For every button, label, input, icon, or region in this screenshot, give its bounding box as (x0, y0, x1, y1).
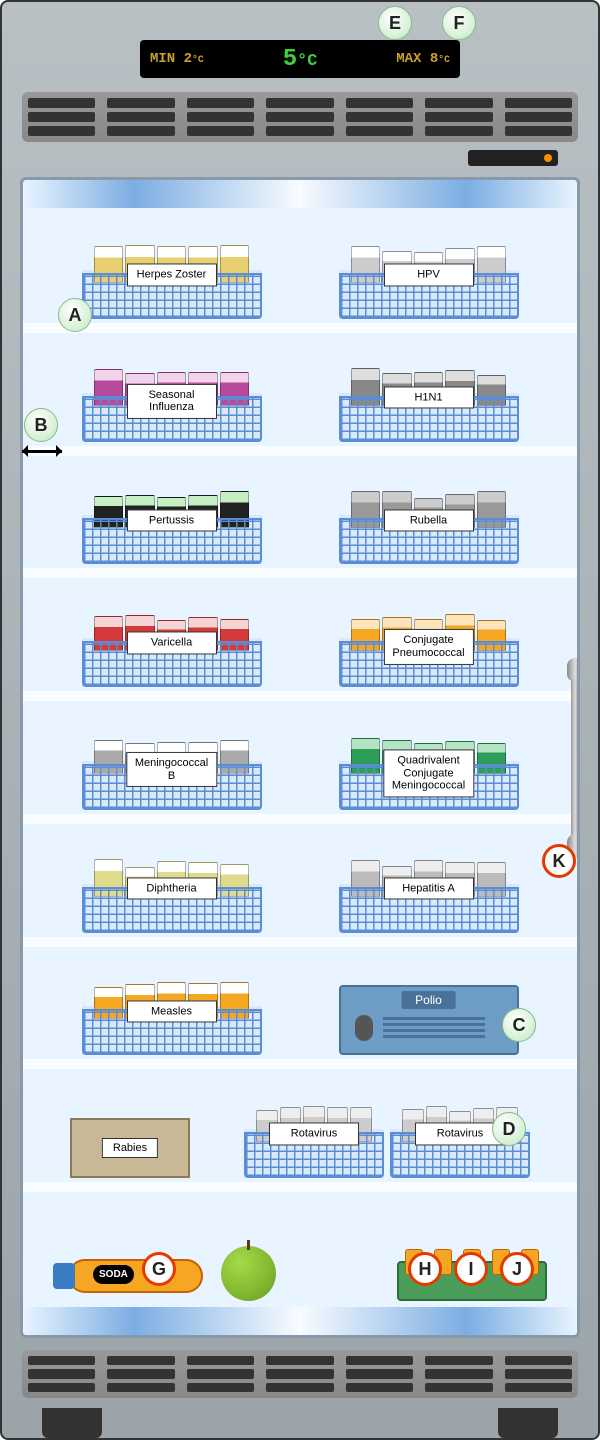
temperature-display: MIN 2°C 5°C MAX 8°C (140, 40, 460, 78)
basket-label: HPV (384, 263, 474, 286)
shelf: Meningococcal B Quadrivalent Conjugate Me… (23, 701, 577, 824)
vaccine-basket: Quadrivalent Conjugate Meningococcal (339, 728, 519, 810)
callout-g: G (142, 1252, 176, 1286)
callout-c: C (502, 1008, 536, 1042)
callout-b: B (24, 408, 58, 442)
shelves-container: Herpes Zoster HPV Seasonal Influenza H1N1 Pe… (23, 210, 577, 1305)
bottom-vents (22, 1350, 578, 1398)
max-temp: MAX 8°C (396, 51, 450, 67)
callout-f: F (442, 6, 476, 40)
shelf: SODA (23, 1192, 577, 1305)
top-vents (22, 92, 578, 142)
rabies-box: Rabies (70, 1118, 190, 1178)
shelf: Herpes Zoster HPV (23, 210, 577, 333)
soda-bottle: SODA (53, 1251, 203, 1301)
callout-h: H (408, 1252, 442, 1286)
basket-label: Quadrivalent Conjugate Meningococcal (383, 749, 474, 797)
shelf: Measles Polio (23, 947, 577, 1070)
fridge-door: Herpes Zoster HPV Seasonal Influenza H1N1 Pe… (20, 177, 580, 1338)
vaccine-basket: Herpes Zoster (82, 237, 262, 319)
fridge-feet (42, 1408, 558, 1438)
callout-i: I (454, 1252, 488, 1286)
basket-label: Conjugate Pneumococcal (383, 629, 473, 664)
basket-label: Herpes Zoster (127, 263, 217, 286)
vaccine-basket: HPV (339, 237, 519, 319)
basket-label: H1N1 (384, 386, 474, 409)
vaccine-basket: H1N1 (339, 360, 519, 442)
callout-j: J (500, 1252, 534, 1286)
vaccine-basket: Rotavirus (244, 1096, 384, 1178)
callout-a: A (58, 298, 92, 332)
vaccine-basket: Rubella (339, 482, 519, 564)
basket-label: Rubella (384, 509, 474, 532)
shelf: Varicella Conjugate Pneumococcal (23, 578, 577, 701)
basket-label: Seasonal Influenza (127, 384, 217, 419)
callout-e: E (378, 6, 412, 40)
shelf: Pertussis Rubella (23, 456, 577, 579)
callout-k: K (542, 844, 576, 878)
vaccine-basket: Conjugate Pneumococcal (339, 605, 519, 687)
shelf: Seasonal Influenza H1N1 (23, 333, 577, 456)
basket-label: Rotavirus (269, 1123, 359, 1146)
glass-reflection-top (23, 180, 577, 208)
basket-label: Diphtheria (127, 877, 217, 900)
vaccine-basket: Pertussis (82, 482, 262, 564)
glass-reflection-bottom (23, 1307, 577, 1335)
fridge-top: MIN 2°C 5°C MAX 8°C (2, 2, 598, 172)
vaccine-basket: Measles (82, 973, 262, 1055)
vaccine-basket: Meningococcal B (82, 728, 262, 810)
basket-label: Meningococcal B (126, 752, 217, 787)
min-temp: MIN 2°C (150, 51, 204, 67)
polio-cooler: Polio (339, 985, 519, 1055)
arrow-b-icon (22, 450, 62, 453)
vaccine-fridge-diagram: MIN 2°C 5°C MAX 8°C Herpes Zoster HPV Seas… (0, 0, 600, 1440)
current-temp: 5°C (283, 46, 318, 73)
vaccine-basket: Hepatitis A (339, 851, 519, 933)
shelf: Diphtheria Hepatitis A (23, 824, 577, 947)
vaccine-basket: Seasonal Influenza (82, 360, 262, 442)
basket-label: Pertussis (127, 509, 217, 532)
door-handle (567, 658, 580, 858)
callout-d: D (492, 1112, 526, 1146)
apple-icon (221, 1246, 276, 1301)
vaccine-basket: Diphtheria (82, 851, 262, 933)
vaccine-basket: Varicella (82, 605, 262, 687)
basket-label: Measles (127, 1000, 217, 1023)
basket-label: Varicella (127, 632, 217, 655)
basket-label: Hepatitis A (384, 877, 474, 900)
indicator-panel (468, 150, 558, 166)
